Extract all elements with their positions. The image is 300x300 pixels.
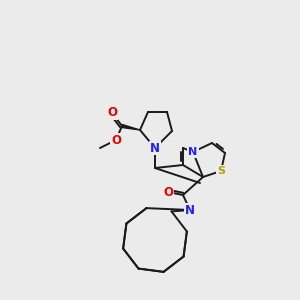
Polygon shape <box>122 124 140 130</box>
Text: N: N <box>150 142 160 154</box>
Text: N: N <box>188 147 198 157</box>
Text: S: S <box>217 166 225 176</box>
Text: O: O <box>163 185 173 199</box>
Text: O: O <box>111 134 121 146</box>
Text: O: O <box>107 106 117 119</box>
Text: N: N <box>185 203 195 217</box>
